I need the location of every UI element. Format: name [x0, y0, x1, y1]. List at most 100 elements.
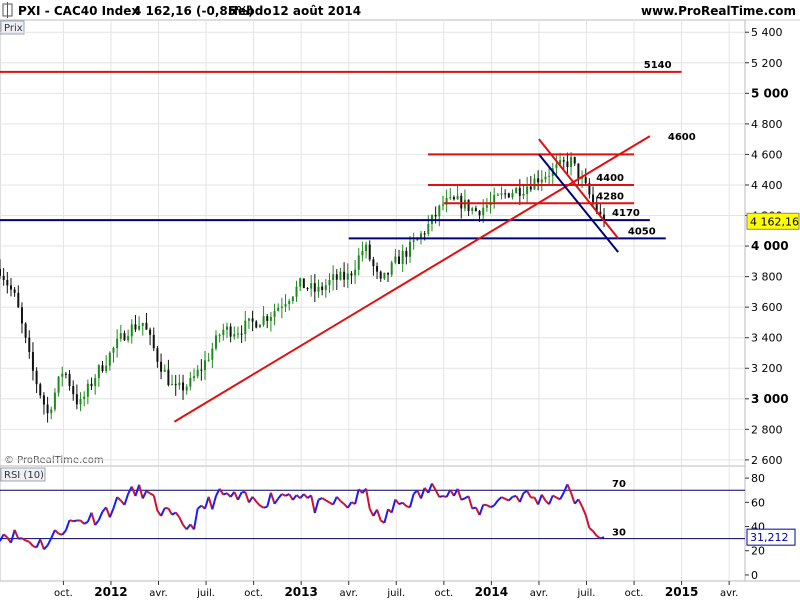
candle-body	[134, 324, 136, 329]
price-tick-label: 2 800	[751, 423, 783, 436]
candle-body	[328, 280, 330, 285]
candle-body	[310, 283, 312, 288]
candle-body	[541, 179, 543, 182]
candle-body	[427, 224, 429, 234]
candle-body	[479, 211, 481, 215]
candle-body	[585, 177, 587, 183]
candle-body	[369, 245, 371, 260]
candle-body	[530, 187, 532, 190]
candle-body	[164, 370, 166, 372]
candle-body	[515, 188, 517, 193]
candle-body	[241, 334, 243, 335]
rsi-segment	[600, 537, 604, 538]
price-tick-label: 4 600	[751, 148, 783, 161]
candle-body	[76, 394, 78, 404]
candle-body	[574, 157, 576, 164]
candle-body	[105, 366, 107, 371]
candle-body	[32, 352, 34, 371]
candle-body	[409, 242, 411, 257]
candle-body	[274, 311, 276, 317]
price-tick-label: 3 400	[751, 332, 783, 345]
rsi-tick-label: 20	[751, 545, 765, 558]
candle-body	[347, 274, 349, 280]
candle-body	[475, 208, 477, 211]
rsi-segment	[439, 496, 443, 497]
candle-body	[321, 287, 323, 290]
rsi-segment	[26, 540, 30, 541]
candle-body	[39, 384, 41, 395]
candle-body	[281, 307, 283, 308]
candle-body	[376, 266, 378, 272]
candle-body	[156, 348, 158, 362]
candle-body	[208, 360, 210, 361]
watermark: © ProRealTime.com	[4, 455, 104, 466]
candle-body	[365, 245, 367, 251]
candle-body	[200, 370, 202, 371]
candle-body	[504, 193, 506, 194]
candle-body	[339, 272, 341, 280]
candle-body	[138, 326, 140, 330]
candle-body	[512, 193, 514, 197]
candle-body	[171, 384, 173, 385]
candle-body	[387, 273, 389, 275]
candle-body	[120, 333, 122, 339]
candle-body	[197, 370, 199, 377]
candle-body	[233, 334, 235, 336]
candle-body	[314, 283, 316, 291]
rsi-segment	[73, 520, 77, 521]
rsi-level-label: 30	[612, 528, 626, 539]
candle-body	[6, 280, 8, 285]
candle-body	[533, 178, 535, 189]
candle-body	[98, 365, 100, 378]
candle-body	[255, 322, 257, 328]
candle-body	[50, 409, 52, 413]
price-tick-label: 5 200	[751, 57, 783, 70]
candle-body	[178, 382, 180, 385]
candle-body	[482, 208, 484, 216]
candle-body	[486, 205, 488, 207]
time-tick-label: 2014	[475, 585, 508, 599]
level-label: 4170	[612, 208, 640, 219]
time-tick-label: oct.	[54, 588, 73, 599]
candle-body	[142, 323, 144, 326]
candle-body	[372, 259, 374, 266]
candle-body	[153, 335, 155, 348]
candle-body	[109, 353, 111, 366]
site-url: www.ProRealTime.com	[641, 4, 796, 18]
candle-body	[167, 370, 169, 385]
candle-body	[14, 290, 16, 293]
candle-body	[80, 399, 82, 404]
candle-body	[468, 200, 470, 211]
candle-body	[563, 160, 565, 161]
price-tick-label: 5 000	[751, 86, 789, 100]
candle-body	[3, 276, 5, 280]
candle-body	[28, 338, 30, 352]
candle-body	[204, 360, 206, 370]
candle-body	[566, 162, 568, 167]
candle-body	[391, 262, 393, 274]
candle-body	[219, 335, 221, 336]
time-tick-label: 2012	[94, 585, 127, 599]
candle-body	[94, 378, 96, 386]
time-tick-label: oct.	[244, 588, 263, 599]
candle-body	[299, 278, 301, 286]
candle-body	[350, 274, 352, 276]
price-tick-label: 2 600	[751, 454, 783, 467]
candle-body	[91, 384, 93, 386]
time-tick-label: oct.	[625, 588, 644, 599]
candle-body	[127, 336, 129, 340]
price-tick-label: 3 000	[751, 392, 789, 406]
rsi-segment	[264, 507, 268, 508]
candle-body	[182, 382, 184, 390]
candle-body	[592, 194, 594, 202]
price-tick-label: 4 000	[751, 239, 789, 253]
candle-body	[471, 208, 473, 211]
candle-body	[65, 374, 67, 375]
time-tick-label: 2013	[284, 585, 317, 599]
time-tick-label: juil.	[386, 588, 405, 599]
candle-body	[519, 188, 521, 196]
candle-body	[325, 285, 327, 290]
candle-body	[226, 327, 228, 330]
rsi-segment	[461, 498, 465, 500]
